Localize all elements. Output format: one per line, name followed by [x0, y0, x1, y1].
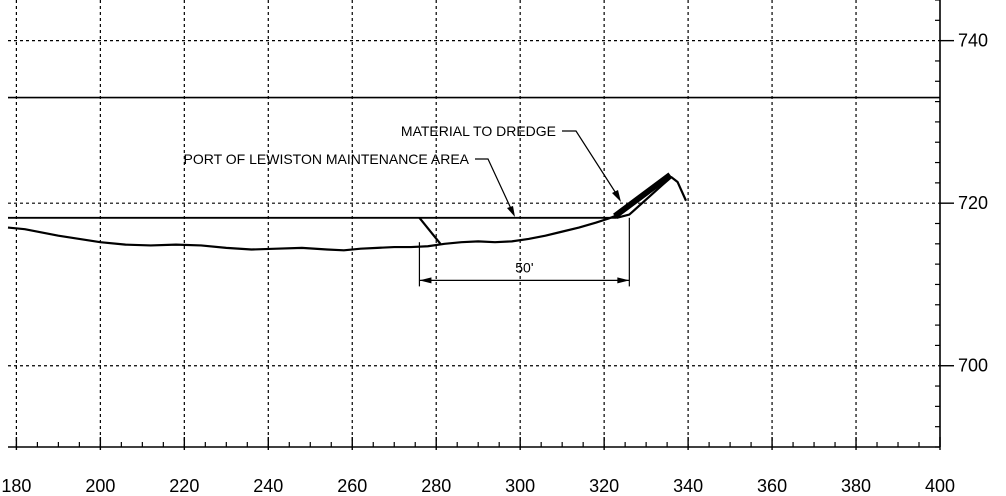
maintenance-area-arrowhead — [507, 206, 515, 217]
maintenance-area-label: PORT OF LEWISTON MAINTENANCE AREA — [184, 151, 470, 167]
dimension-arrow-left — [419, 277, 432, 284]
x-tick-label: 320 — [589, 476, 619, 496]
dredge-material-hatch — [613, 172, 673, 219]
x-tick-label: 180 — [1, 476, 31, 496]
ground-profile-line — [7, 214, 618, 252]
dimension-arrow-right — [617, 277, 630, 284]
material-to-dredge-leader — [562, 130, 620, 199]
dimension-label: 50' — [515, 259, 533, 275]
cut-slope-line — [418, 217, 442, 245]
x-tick-label: 240 — [253, 476, 283, 496]
x-tick-label: 200 — [85, 476, 115, 496]
x-tick-label: 400 — [925, 476, 955, 496]
y-tick-label: 740 — [958, 31, 988, 51]
annotation-layer: 50' MATERIAL TO DREDGE PORT OF LEWISTON MA… — [184, 123, 630, 287]
grid-layer — [8, 0, 940, 447]
y-tick-label: 700 — [958, 356, 988, 376]
x-tick-label: 300 — [505, 476, 535, 496]
profile-layer — [7, 172, 688, 252]
x-tick-label: 340 — [673, 476, 703, 496]
dredge-slope-line — [616, 176, 688, 219]
maintenance-area-leader — [475, 158, 514, 214]
x-tick-label: 220 — [169, 476, 199, 496]
x-tick-label: 380 — [841, 476, 871, 496]
material-to-dredge-arrowhead — [612, 190, 621, 202]
y-tick-label: 720 — [958, 193, 988, 213]
x-tick-label: 280 — [421, 476, 451, 496]
material-to-dredge-label: MATERIAL TO DREDGE — [401, 123, 556, 139]
x-tick-label: 260 — [337, 476, 367, 496]
x-tick-label: 360 — [757, 476, 787, 496]
